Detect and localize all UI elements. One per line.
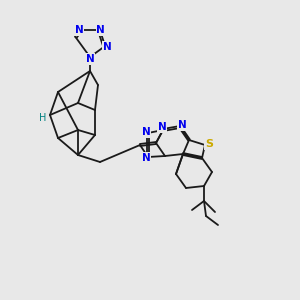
Text: N: N	[178, 120, 186, 130]
Text: N: N	[75, 25, 84, 35]
Text: H: H	[39, 113, 47, 123]
Text: N: N	[85, 54, 94, 64]
Text: N: N	[142, 153, 150, 163]
Text: S: S	[205, 139, 213, 149]
Text: N: N	[158, 122, 166, 132]
Text: N: N	[96, 25, 105, 35]
Text: N: N	[103, 42, 112, 52]
Text: N: N	[142, 127, 150, 137]
